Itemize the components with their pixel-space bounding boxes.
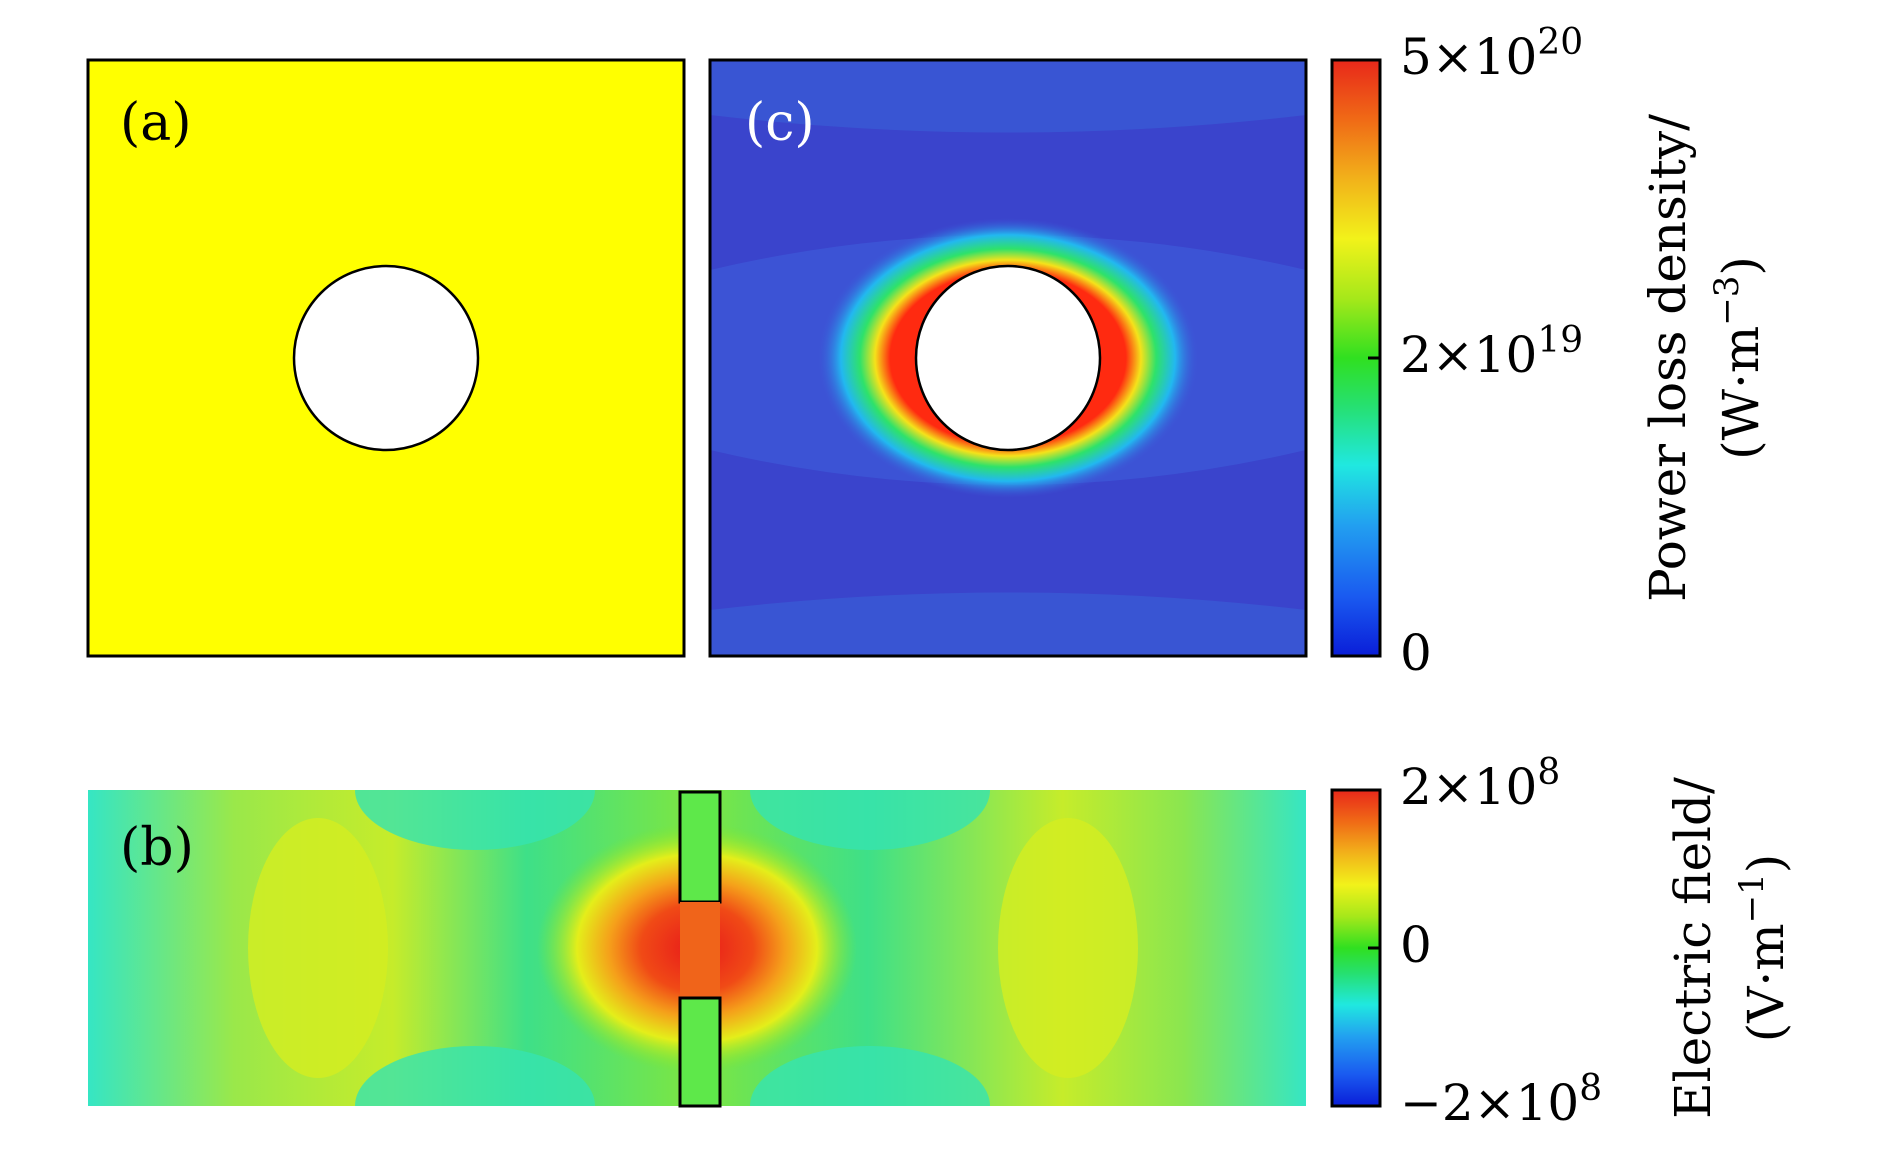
panel-c-frame xyxy=(708,58,1308,658)
panel-b-label: (b) xyxy=(120,818,194,878)
panel-a-hole xyxy=(292,264,480,452)
colorbar-field-axis-label: Electric field/ xyxy=(1664,777,1722,1119)
colorbar-field-label-top: 2×108 xyxy=(1400,752,1560,816)
panel-c-upper-band xyxy=(710,60,1306,133)
panel-b-node-upper-right xyxy=(750,790,990,850)
panel-b-slot-lower xyxy=(678,996,722,1108)
colorbar-power-label-top: 5×1020 xyxy=(1400,22,1583,86)
panel-b-node-upper-left xyxy=(355,790,595,850)
panel-a: (a) xyxy=(86,58,686,658)
panel-b: (b) xyxy=(88,790,1306,1108)
colorbar-field: 2×108 0 −2×108 Electric field/ (V·m−1) xyxy=(1330,752,1795,1132)
colorbar-field-axis-unit: (V·m−1) xyxy=(1732,854,1795,1043)
colorbar-power: 5×1020 2×1019 0 Power loss density/ (W·m… xyxy=(1330,22,1770,682)
panel-c: (c) xyxy=(708,58,1308,658)
panel-c-lower-band xyxy=(710,592,1306,656)
panel-b-slot-upper xyxy=(678,790,722,904)
colorbar-power-label-bottom: 0 xyxy=(1400,624,1432,682)
colorbar-field-label-mid: 0 xyxy=(1400,916,1432,974)
colorbar-field-label-bottom: −2×108 xyxy=(1400,1068,1602,1132)
panel-b-slot-center xyxy=(680,902,720,998)
colorbar-power-axis-label: Power loss density/ xyxy=(1639,114,1697,602)
colorbar-power-axis-unit: (W·m−3) xyxy=(1707,256,1770,460)
panel-b-node-lower-right xyxy=(750,1046,990,1106)
panel-c-label: (c) xyxy=(745,93,815,153)
panel-a-label: (a) xyxy=(120,93,192,153)
colorbar-power-label-mid: 2×1019 xyxy=(1400,320,1583,384)
panel-b-antinode-left xyxy=(248,818,388,1078)
panel-b-node-lower-left xyxy=(355,1046,595,1106)
panel-b-antinode-right xyxy=(998,818,1138,1078)
panel-c-hole xyxy=(914,264,1102,452)
